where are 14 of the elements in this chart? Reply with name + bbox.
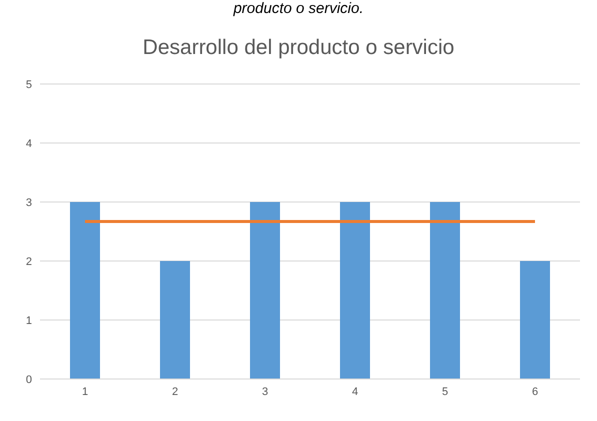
text: producto o servicio. bbox=[232, 0, 365, 17]
y-tick-label: 4 bbox=[26, 138, 32, 150]
y-tick-label: 2 bbox=[26, 256, 32, 268]
x-tick-label: 1 bbox=[82, 386, 88, 398]
y-tick-label: 5 bbox=[26, 78, 32, 91]
x-tick-label: 6 bbox=[532, 386, 538, 398]
chart-title: Desarrollo del producto o servicio bbox=[142, 36, 456, 60]
x-tick-label: 2 bbox=[172, 386, 178, 398]
y-tick-label: 0 bbox=[26, 374, 32, 386]
x-tick-label: 5 bbox=[442, 386, 448, 398]
y-tick-label: 1 bbox=[26, 314, 32, 327]
y-tick-label: 3 bbox=[26, 196, 32, 209]
x-tick-label: 3 bbox=[262, 386, 268, 398]
x-tick-label: 4 bbox=[352, 386, 358, 398]
